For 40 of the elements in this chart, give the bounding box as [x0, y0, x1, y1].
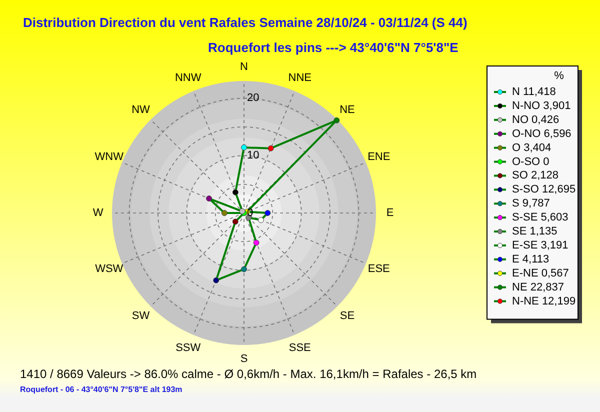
spoke-label: NNE [288, 72, 312, 84]
spoke-label: WSW [95, 262, 124, 275]
legend-label: E-SE 3,191 [512, 239, 568, 252]
spoke-label: NW [132, 104, 151, 116]
legend-label: O-NO 6,596 [512, 128, 572, 140]
legend-label: N-NE 12,199 [512, 295, 576, 308]
legend-label: S 9,787 [512, 198, 550, 210]
y-tick-label: 20 [247, 92, 260, 104]
legend-label: N-NO 3,901 [512, 100, 571, 112]
text: 1410 / 8669 Valeurs -> 86.0% calme - Ø 0,6km/h - Max. 16,1km/h = Rafales - 26,5 km [20, 367, 477, 381]
text: Roquefort - 06 - 43°40'6"N 7°5'8"E alt 193m [20, 385, 182, 394]
spoke-label: S [240, 353, 248, 365]
legend-label: SO 2,128 [512, 170, 558, 182]
legend-label: N 11,418 [512, 86, 556, 98]
spoke-label: SSW [176, 342, 202, 354]
spoke-label: SW [132, 310, 150, 322]
spoke-label: WNW [94, 151, 124, 164]
spoke-label: NE [340, 104, 355, 116]
legend-label: NO 0,426 [512, 114, 560, 126]
legend-label: S-SO 12,695 [512, 184, 576, 196]
legend-label: E-NE 0,567 [512, 267, 569, 280]
legend-label: E 4,113 [512, 253, 550, 266]
legend-label: O-SO 0 [512, 156, 550, 168]
chart-subtitle: Roquefort les pins ---> 43°40'6"N 7°5'8"E [208, 40, 459, 55]
spoke-label: W [92, 207, 104, 219]
spoke-label: SSE [288, 342, 311, 354]
spoke-label: SE [340, 310, 355, 322]
legend-label: NE 22,837 [512, 281, 564, 294]
spoke-label: ESE [368, 262, 390, 275]
legend-label: S-SE 5,603 [512, 212, 568, 224]
chart-title: Distribution Direction du vent Rafales Semaine 28/10/24 - 03/11/24 (S 44) [23, 15, 468, 30]
spoke-label: E [386, 207, 394, 219]
spoke-label: N [240, 61, 248, 73]
y-tick-label: 0 [247, 207, 254, 219]
spoke-label: NNW [174, 72, 202, 84]
spoke-label: ENE [368, 151, 390, 164]
legend-title: % [554, 70, 564, 82]
legend-label: O 3,404 [512, 142, 552, 154]
legend-label: SE 1,135 [512, 226, 558, 238]
y-tick-label: 10 [247, 150, 260, 162]
